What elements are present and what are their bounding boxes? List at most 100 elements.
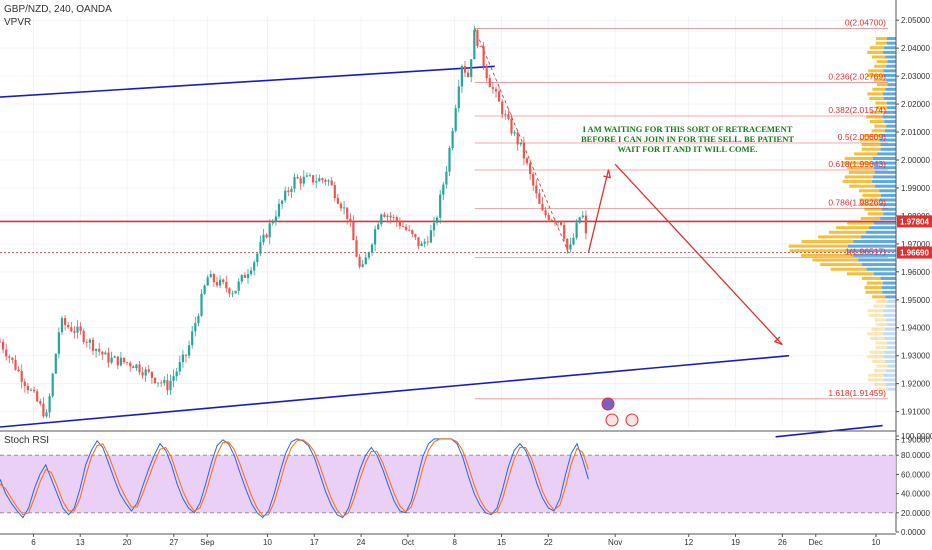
price-tick-label: 1.93000 — [901, 352, 930, 361]
volume-bar-sell — [862, 193, 881, 197]
time-tick-label: Nov — [608, 538, 622, 547]
volume-bar-buy — [872, 180, 896, 184]
candle-body — [274, 216, 277, 222]
volume-bar-sell — [867, 73, 884, 77]
stoch-rsi-label[interactable]: Stoch RSI — [4, 435, 50, 446]
volume-bar-sell — [867, 212, 884, 216]
rsi-tick-label: 0.0000 — [901, 528, 926, 537]
time-tick-label: 13 — [76, 538, 85, 547]
volume-bar-buy — [882, 290, 896, 294]
candle-body — [231, 293, 234, 295]
volume-bar-sell — [872, 359, 886, 363]
price-tick-label: 1.96000 — [901, 268, 930, 277]
candle-body — [324, 179, 327, 182]
volume-bar-buy — [887, 341, 896, 345]
candle-body — [23, 381, 26, 386]
volume-bar-buy — [886, 41, 896, 45]
volume-bar-sell — [875, 346, 887, 350]
time-tick-label: 24 — [357, 538, 366, 547]
candle-body — [209, 274, 212, 278]
candle-body — [479, 46, 482, 47]
volume-bar-sell — [866, 115, 883, 119]
time-tick-label: 12 — [684, 538, 693, 547]
time-tick-label: Sep — [200, 538, 215, 547]
candle-body — [386, 215, 389, 217]
volume-bar-sell — [818, 235, 861, 239]
candle-body — [408, 229, 411, 231]
volume-bar-buy — [887, 37, 896, 41]
volume-bar-buy — [886, 124, 896, 128]
candle-body — [556, 221, 560, 223]
candle-body — [29, 389, 33, 391]
candle-body — [358, 256, 361, 267]
candle-body — [510, 118, 513, 134]
candle-body — [575, 222, 578, 238]
candle-body — [184, 354, 188, 356]
candle-body — [271, 221, 274, 224]
volume-bar-sell — [874, 64, 887, 68]
vpvr-label[interactable]: VPVR — [4, 17, 32, 28]
candle-body — [60, 318, 64, 333]
volume-bar-sell — [863, 133, 882, 137]
volume-bar-buy — [884, 120, 896, 124]
candle-body — [42, 403, 45, 417]
fibonacci-levels: 0(2.04700) 0.236(2.02769) 0.382(2.01574) 0.… — [0, 18, 896, 400]
volume-bar-sell — [848, 170, 875, 174]
candle-body — [560, 221, 563, 225]
time-tick-label: 10 — [263, 538, 272, 547]
candle-body — [426, 241, 429, 243]
volume-bar-buy — [872, 161, 896, 165]
candle-body — [538, 193, 541, 204]
candle-body — [169, 380, 172, 391]
fib-level-label: 1.618(1.91459) — [828, 388, 886, 398]
candle-body — [414, 234, 417, 238]
volume-bar-sell — [842, 180, 873, 184]
candle-body — [200, 293, 203, 316]
volume-bar-sell — [870, 110, 885, 114]
fib-level-label: 0.382(2.01574) — [828, 105, 886, 115]
volume-bar-buy — [881, 133, 896, 137]
volume-bar-sell — [859, 198, 880, 202]
volume-bar-buy — [884, 336, 896, 340]
price-axis[interactable]: 2.05000 2.04000 2.03000 2.02000 2.01000 2.000… — [0, 0, 932, 537]
candle-body — [17, 369, 20, 372]
volume-bar-sell — [867, 332, 883, 336]
volume-bar-sell — [847, 166, 875, 170]
volume-bar-buy — [861, 263, 896, 267]
time-tick-label: 8 — [452, 538, 457, 547]
rsi-tick-label: 20.0000 — [901, 509, 930, 518]
candle-body — [36, 391, 39, 402]
candle-body — [246, 274, 250, 278]
candle-body — [110, 357, 113, 363]
candle-body — [454, 108, 457, 131]
volume-bar-sell — [842, 161, 873, 165]
time-axis[interactable]: 6 13 20 27 Sep 10 17 24 Oct 8 15 22 Nov 12 19 26 Dec 10 — [31, 534, 881, 547]
candle-body — [33, 389, 36, 392]
candle-body — [463, 66, 467, 73]
time-tick-label: Oct — [402, 538, 415, 547]
candle-body — [547, 215, 550, 221]
candle-body — [253, 262, 256, 271]
volume-bar-buy — [880, 216, 896, 220]
candle-body — [67, 324, 70, 328]
volume-bar-buy — [887, 387, 896, 391]
volume-bar-buy — [874, 166, 896, 170]
candle-body — [327, 180, 330, 182]
candle-body — [315, 181, 318, 183]
time-tick-label: 22 — [544, 538, 553, 547]
volume-bar-buy — [886, 101, 896, 105]
volume-bar-sell — [844, 175, 873, 179]
rsi-tick-label: 40.0000 — [901, 490, 930, 499]
candle-body — [392, 217, 395, 218]
volume-bar-buy — [882, 281, 896, 285]
candle-body — [225, 282, 228, 289]
event-icons[interactable] — [601, 397, 639, 427]
volume-bar-buy — [885, 55, 896, 59]
candle-body — [95, 348, 98, 351]
candle-body — [516, 132, 519, 145]
candle-body — [473, 30, 476, 60]
candle-body — [70, 327, 73, 332]
candle-body — [401, 226, 405, 227]
candle-body — [572, 237, 575, 245]
candle-body — [374, 229, 377, 245]
